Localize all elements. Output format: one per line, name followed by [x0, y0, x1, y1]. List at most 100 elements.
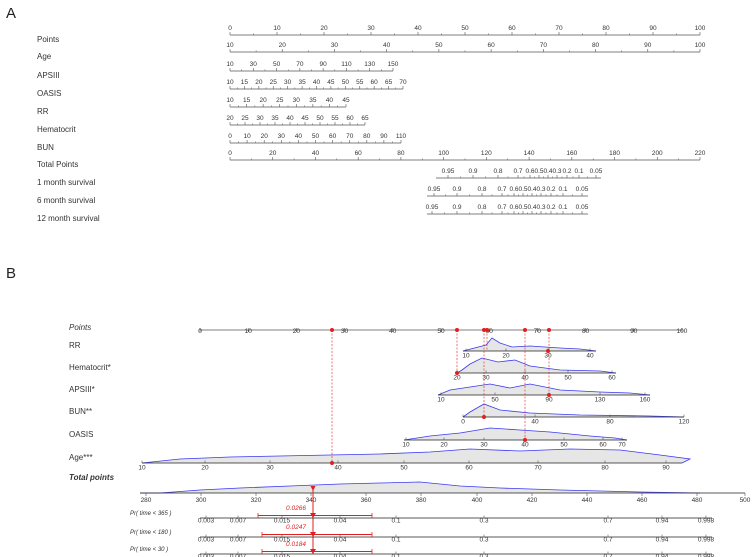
prob-tick-label: 0.998 [698, 518, 715, 525]
density-fill [404, 428, 627, 440]
tick-label: 130 [364, 61, 375, 68]
tick-label: 0.3 [536, 204, 545, 211]
points-tick-label: 90 [630, 328, 638, 335]
tick-label: 30 [544, 353, 552, 360]
tick-label: 60 [329, 133, 337, 140]
tick-label: 55 [356, 79, 364, 86]
total-tick-label: 360 [361, 497, 372, 504]
tick-label: 220 [695, 150, 706, 157]
total-tick-label: 480 [692, 497, 703, 504]
tick-label: 15 [241, 79, 249, 86]
tick-label: 200 [652, 150, 663, 157]
tick-label: 40 [326, 97, 334, 104]
tick-label: 0.6 [525, 168, 534, 175]
row-label: 6 month survival [37, 196, 95, 205]
tick-label: 35 [298, 79, 306, 86]
tick-label: 65 [361, 115, 369, 122]
row-label: APSIII* [69, 385, 95, 394]
tick-label: 20 [261, 133, 269, 140]
tick-label: 20 [269, 150, 277, 157]
prob-value: 0.0266 [286, 505, 306, 512]
row-label: RR [69, 341, 81, 350]
row-label: 12 month survival [37, 214, 100, 223]
tick-label: 50 [564, 375, 572, 382]
tick-label: 0.95 [428, 186, 441, 193]
selected-value-marker [330, 461, 334, 465]
tick-label: 10 [243, 133, 251, 140]
row-label: Total Points [37, 160, 78, 169]
tick-label: 60 [346, 115, 354, 122]
tick-label: 0.95 [426, 204, 439, 211]
prob-tick-label: 0.94 [656, 518, 669, 525]
prob-tick-label: 0.94 [656, 537, 669, 544]
total-tick-label: 400 [472, 497, 483, 504]
row-label: Age*** [69, 453, 93, 462]
prob-tick-label: 0.003 [198, 554, 215, 557]
prob-row-0: Pr( time < 365 ) 0.003 0.007 0.015 0.04 0.1 0.… [130, 505, 715, 525]
total-density-curve [140, 481, 701, 494]
total-tick-label: 300 [196, 497, 207, 504]
tick-label: 0.3 [536, 186, 545, 193]
tick-label: 10 [437, 397, 445, 404]
prob-label: Pr( time < 365 ) [130, 511, 172, 517]
panel-b-row-oasis: OASIS 10 20 30 40 50 60 70 [69, 427, 628, 449]
total-selected-marker [310, 486, 316, 491]
prob-row-2: Pr( time < 30 ) 0.003 0.007 0.015 0.04 0.1 0.3… [130, 541, 715, 557]
prob-marker [310, 513, 316, 518]
prob-tick-label: 0.3 [479, 518, 488, 525]
prob-row-1: Pr( time < 180 ) 0.003 0.007 0.015 0.04 0.1 0.… [130, 524, 715, 544]
points-tick-label: 100 [677, 328, 688, 335]
row-label: Points [37, 35, 59, 44]
tick-label: 35 [309, 97, 317, 104]
density-fill [463, 338, 596, 351]
tick-label: 0.95 [442, 168, 455, 175]
tick-label: 25 [270, 79, 278, 86]
tick-label: 0.8 [477, 186, 486, 193]
tick-label: 10 [138, 465, 146, 472]
density-curve [462, 337, 597, 352]
tick-label: 0.6 [509, 204, 518, 211]
tick-label: 20 [502, 353, 510, 360]
tick-label: 30 [284, 79, 292, 86]
tick-label: 45 [342, 97, 350, 104]
tick-label: 0.1 [558, 186, 567, 193]
tick-label: 20 [440, 442, 448, 449]
tick-label: 0 [461, 419, 465, 426]
tick-label: 0.9 [452, 186, 461, 193]
row-label: OASIS [69, 430, 93, 439]
total-tick-label: 340 [306, 497, 317, 504]
tick-label: 0.1 [574, 168, 583, 175]
row-label: Hematocrit* [69, 363, 111, 372]
tick-label: 60 [355, 150, 363, 157]
tick-label: 45 [327, 79, 335, 86]
prob-tick-label: 0.007 [230, 537, 247, 544]
tick-label: 0.7 [497, 204, 506, 211]
tick-label: 130 [595, 397, 606, 404]
row-label: APSIII [37, 71, 60, 80]
tick-label: 70 [534, 465, 542, 472]
panel-b-row-rr: RR 10 20 30 40 [69, 337, 597, 360]
tick-label: 20 [279, 42, 287, 49]
tick-label: 10 [402, 442, 410, 449]
tick-label: 0.8 [493, 168, 502, 175]
total-tick-label: 500 [740, 497, 751, 504]
points-tick-label: 10 [245, 328, 253, 335]
density-fill [438, 384, 650, 395]
total-tick-label: 380 [416, 497, 427, 504]
tick-label: 100 [695, 25, 706, 32]
tick-label: 50 [312, 133, 320, 140]
tick-label: 60 [465, 465, 473, 472]
tick-label: 70 [399, 79, 407, 86]
tick-label: 40 [313, 79, 321, 86]
tick-label: 100 [438, 150, 449, 157]
panel-a-row-bun: BUN 0 10 20 30 40 50 60 70 80 90 110 [37, 133, 407, 152]
points-label: Points [69, 323, 91, 332]
tick-label: 90 [649, 25, 657, 32]
points-marker [523, 328, 527, 332]
tick-label: 70 [296, 61, 304, 68]
tick-label: 0 [228, 25, 232, 32]
